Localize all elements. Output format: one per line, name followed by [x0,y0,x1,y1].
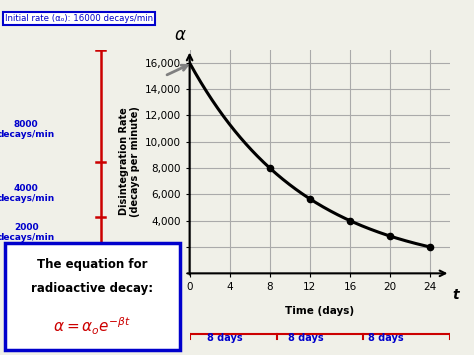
Text: 2000
decays/min: 2000 decays/min [0,223,55,242]
Text: 8 days: 8 days [288,333,324,343]
X-axis label: Time (days): Time (days) [285,306,355,316]
Text: Initial rate (αₒ): 16000 decays/min: Initial rate (αₒ): 16000 decays/min [5,14,153,23]
Text: The equation for: The equation for [37,258,148,271]
Text: t: t [452,288,459,302]
Text: $\alpha$: $\alpha$ [173,26,186,44]
Text: 8 days: 8 days [368,333,404,343]
Text: 4000
decays/min: 4000 decays/min [0,184,55,203]
Text: 8000
decays/min: 8000 decays/min [0,120,55,139]
FancyBboxPatch shape [5,243,180,350]
Text: 8 days: 8 days [207,333,243,343]
Text: radioactive decay:: radioactive decay: [31,283,154,295]
Y-axis label: Disintegration Rate
(decays per minute): Disintegration Rate (decays per minute) [118,106,140,217]
Text: $\alpha = \alpha_o e^{-\beta t}$: $\alpha = \alpha_o e^{-\beta t}$ [54,316,131,337]
